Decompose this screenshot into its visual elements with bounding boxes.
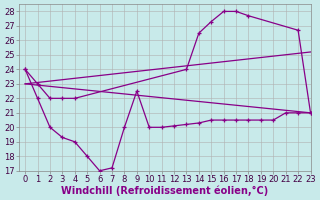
X-axis label: Windchill (Refroidissement éolien,°C): Windchill (Refroidissement éolien,°C) [61,185,268,196]
